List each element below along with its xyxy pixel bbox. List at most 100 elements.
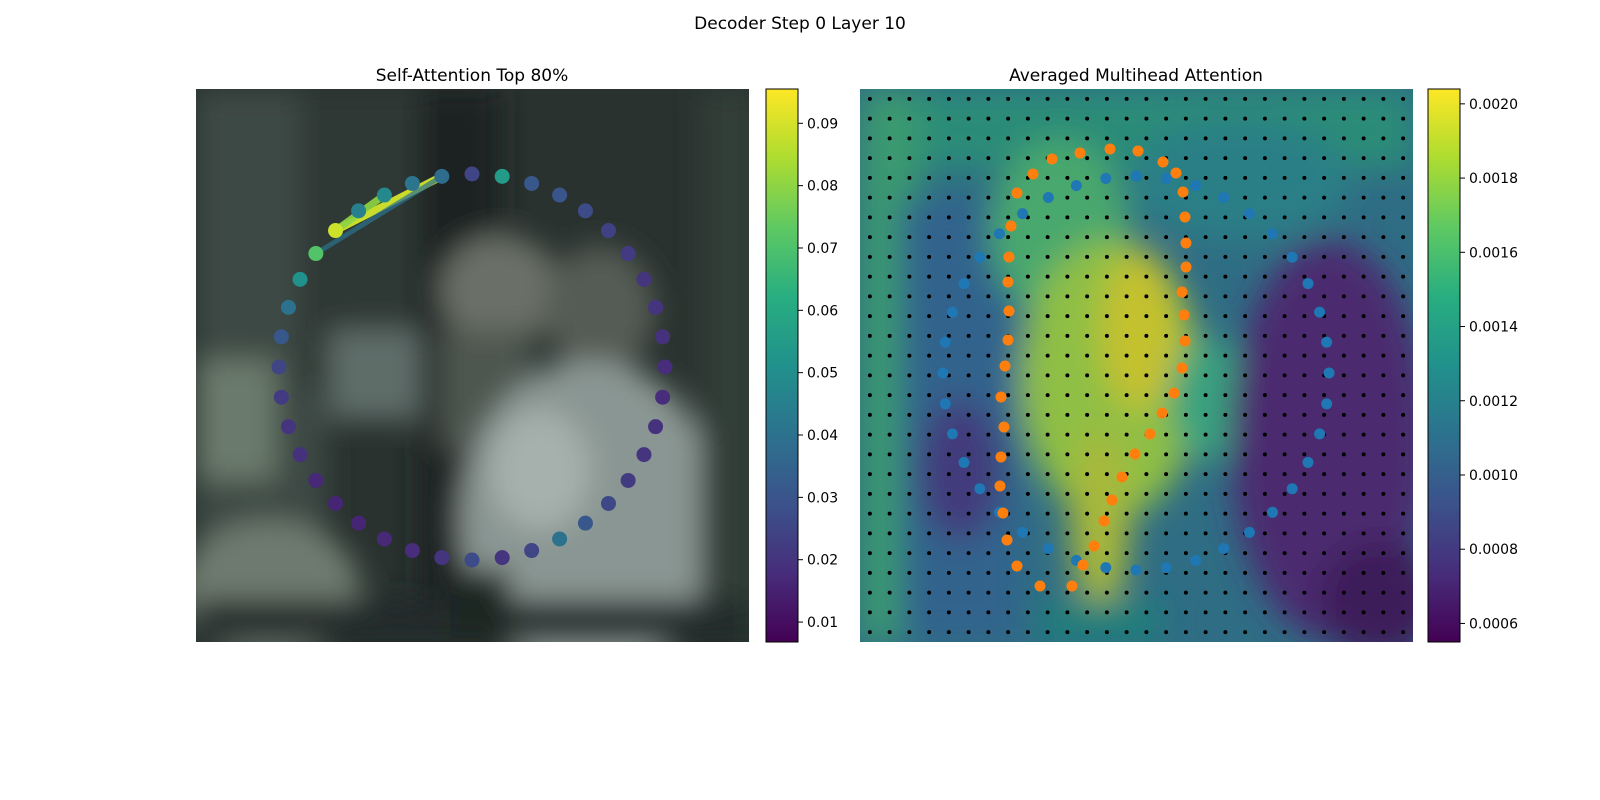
grid-point [1262,96,1267,101]
grid-point [1322,136,1327,141]
ring-point [600,223,616,239]
grid-point [1361,373,1366,378]
grid-point [1164,610,1169,615]
grid-point [1322,175,1327,180]
grid-point [1282,393,1287,398]
ring-point [351,515,367,531]
grid-point [1164,551,1169,556]
grid-point [1361,333,1366,338]
grid-point [1065,590,1070,595]
grid-point [1104,314,1109,319]
blue-series-point [1160,562,1172,574]
grid-point [1183,511,1188,516]
grid-point [1203,235,1208,240]
grid-point [867,570,872,575]
grid-point [1144,353,1149,358]
grid-point [1381,630,1386,635]
grid-point [966,274,971,279]
grid-point [1381,491,1386,496]
grid-point [1381,432,1386,437]
grid-point [1045,235,1050,240]
grid-point [1282,274,1287,279]
grid-point [1045,294,1050,299]
grid-point [927,590,932,595]
grid-point [946,570,951,575]
orange-series-point [1046,153,1058,165]
grid-point [1322,590,1327,595]
grid-point [1124,570,1129,575]
grid-point [986,195,991,200]
grid-point [1361,590,1366,595]
orange-series-point [1066,580,1078,592]
grid-point [1361,511,1366,516]
grid-point [1203,610,1208,615]
grid-point [1243,156,1248,161]
grid-point [1262,254,1267,259]
grid-point [1262,274,1267,279]
ring-point [328,223,344,239]
grid-point [1183,551,1188,556]
grid-point [1401,175,1406,180]
grid-point [1006,551,1011,556]
grid-point [1401,630,1406,635]
grid-point [966,570,971,575]
ring-point [655,389,671,405]
grid-point [1144,491,1149,496]
grid-point [1282,610,1287,615]
grid-point [1045,314,1050,319]
grid-point [966,472,971,477]
grid-point [1401,472,1406,477]
grid-point [1401,333,1406,338]
grid-point [1322,235,1327,240]
grid-point [1243,235,1248,240]
grid-point [927,215,932,220]
grid-point [1124,96,1129,101]
grid-point [887,294,892,299]
orange-series-point [1180,261,1192,273]
grid-point [927,551,932,556]
grid-point [1262,551,1267,556]
grid-point [946,333,951,338]
grid-point [1104,353,1109,358]
grid-point [1104,333,1109,338]
grid-point [1085,531,1090,536]
grid-point [1183,472,1188,477]
grid-point [907,472,912,477]
grid-point [1164,353,1169,358]
ring-point [404,543,420,559]
grid-point [1164,215,1169,220]
grid-point [986,254,991,259]
grid-point [966,610,971,615]
colorbar-tick-label: 0.0020 [1469,97,1518,113]
grid-point [1322,491,1327,496]
grid-point [867,373,872,378]
grid-point [1006,393,1011,398]
grid-point [1381,333,1386,338]
grid-point [1085,96,1090,101]
grid-point [1025,156,1030,161]
grid-point [966,531,971,536]
grid-point [1085,393,1090,398]
grid-point [946,353,951,358]
grid-point [867,511,872,516]
grid-point [946,254,951,259]
grid-point [907,333,912,338]
grid-point [1025,393,1030,398]
grid-point [907,274,912,279]
grid-point [1085,570,1090,575]
grid-point [1025,353,1030,358]
grid-point [1361,551,1366,556]
grid-point [1065,531,1070,536]
orange-series-point [1003,305,1015,317]
grid-point [1282,254,1287,259]
grid-point [1065,630,1070,635]
grid-point [1164,333,1169,338]
grid-point [927,531,932,536]
grid-point [1341,491,1346,496]
grid-point [1124,274,1129,279]
grid-point [1085,630,1090,635]
grid-point [1341,333,1346,338]
grid-point [1065,412,1070,417]
grid-point [1262,353,1267,358]
grid-point [887,432,892,437]
